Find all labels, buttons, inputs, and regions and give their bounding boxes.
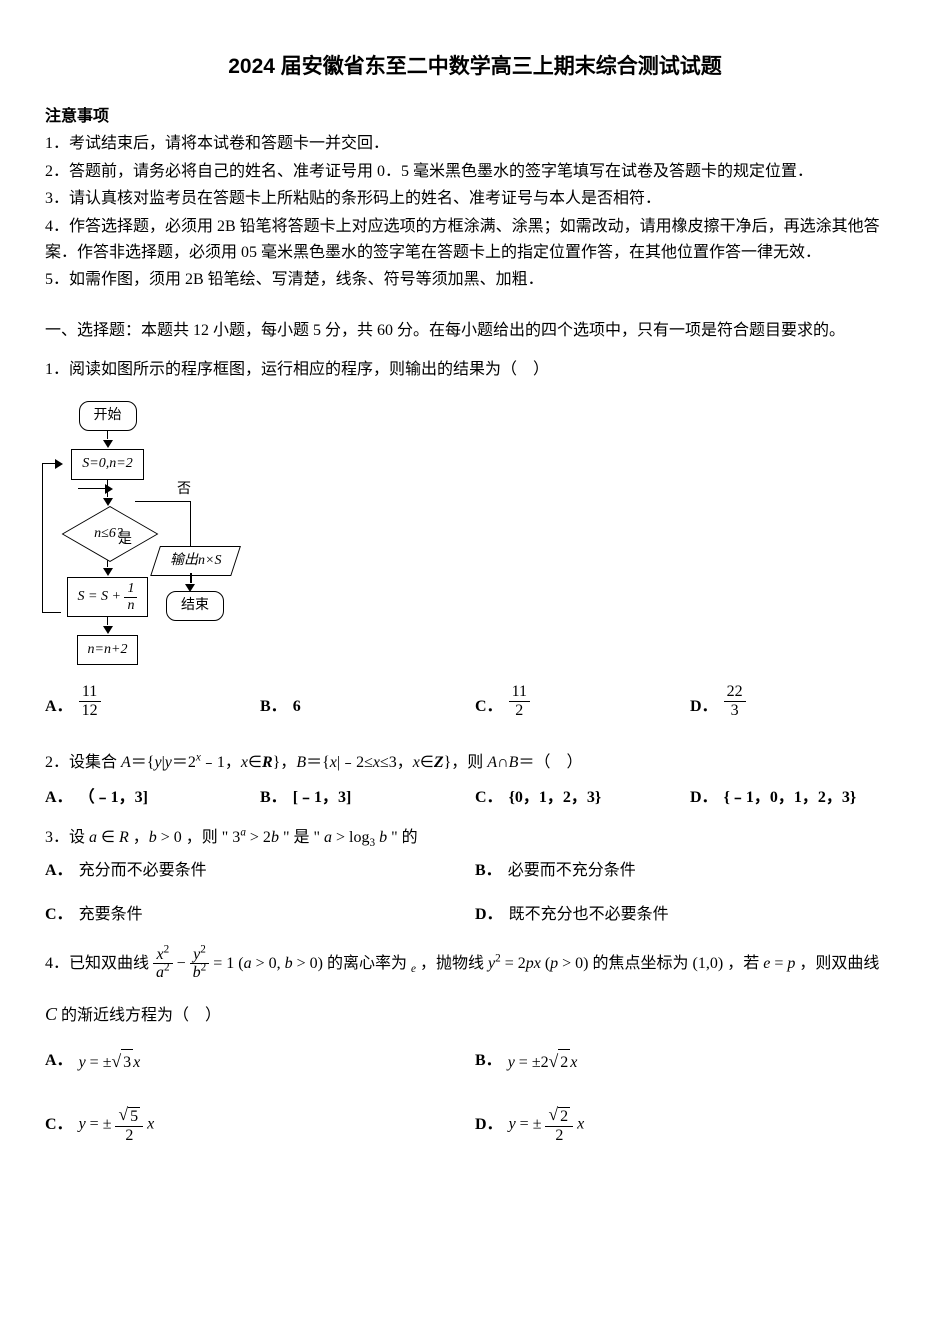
fc-body: S = S + 1n — [67, 577, 149, 617]
q2-option-c: C．{0，1，2，3} — [475, 785, 690, 811]
instruction-4: 4．作答选择题，必须用 2B 铅笔将答题卡上对应选项的方框涂满、涂黑；如需改动，… — [45, 214, 905, 265]
notice-heading: 注意事项 — [45, 104, 905, 130]
q4-option-a: A． y = ±√3x — [45, 1047, 475, 1076]
q4-option-d: D． y = ± √22 x — [475, 1105, 905, 1144]
q1-options: A． 1112 B． 6 C． 112 D． 223 — [45, 683, 905, 719]
instruction-1: 1．考试结束后，请将本试卷和答题卡一并交回． — [45, 131, 905, 157]
question-4-text: 4．已知双曲线 x2a2 − y2b2 = 1 (a > 0, b > 0) 的… — [45, 955, 879, 972]
q4-option-b: B． y = ±2√2x — [475, 1047, 905, 1076]
fc-output: 输出n×S — [155, 546, 236, 576]
fc-end: 结束 — [166, 591, 224, 621]
flowchart: 开始 S=0,n=2 n≤6? 是 S = S + 1n n=n+2 否 输出n… — [60, 401, 270, 665]
q3-options: A．充分而不必要条件 B．必要而不充分条件 C．充要条件 D．既不充分也不必要条… — [45, 858, 905, 945]
q2-options: A．（﹣1，3] B．[﹣1，3] C．{0，1，2，3} D．{﹣1，0，1，… — [45, 785, 905, 811]
q2-option-b: B．[﹣1，3] — [260, 785, 475, 811]
q4-options: A． y = ±√3x B． y = ±2√2x C． y = ± √52 x … — [45, 1047, 905, 1163]
fc-init: S=0,n=2 — [71, 449, 143, 479]
question-1-text: 1．阅读如图所示的程序框图，运行相应的程序，则输出的结果为（ ） — [45, 357, 905, 383]
instruction-3: 3．请认真核对监考员在答题卡上所粘贴的条形码上的姓名、准考证号与本人是否相符． — [45, 186, 905, 212]
question-2-text: 2．设集合 A＝{y|y＝2x﹣1，x∈R}，B＝{x|﹣2≤x≤3，x∈Z}，… — [45, 750, 905, 776]
q3-option-b: B．必要而不充分条件 — [475, 858, 905, 884]
q1-option-b: B． 6 — [260, 694, 475, 720]
page-title: 2024 届安徽省东至二中数学高三上期末综合测试试题 — [45, 50, 905, 84]
q2-option-d: D．{﹣1，0，1，2，3} — [690, 785, 905, 811]
q3-option-c: C．充要条件 — [45, 902, 475, 928]
instruction-5: 5．如需作图，须用 2B 铅笔绘、写清楚，线条、符号等须加黑、加粗． — [45, 267, 905, 293]
instruction-2: 2．答题前，请务必将自己的姓名、准考证号用 0．5 毫米黑色墨水的签字笔填写在试… — [45, 159, 905, 185]
q4-option-c: C． y = ± √52 x — [45, 1105, 475, 1144]
question-4-line2: C 的渐近线方程为（ ） — [45, 1000, 905, 1029]
q1-option-d: D． 223 — [690, 683, 905, 719]
q3-option-a: A．充分而不必要条件 — [45, 858, 475, 884]
fc-loop-line — [42, 463, 61, 613]
question-3-text: 3．设 a ∈ R ，b > 0 ，则 " 3a > 2b " 是 " a > … — [45, 825, 905, 851]
q1-option-c: C． 112 — [475, 683, 690, 719]
q2-option-a: A．（﹣1，3] — [45, 785, 260, 811]
fc-condition: n≤6? — [73, 515, 143, 551]
q1-option-a: A． 1112 — [45, 683, 260, 719]
q3-option-d: D．既不充分也不必要条件 — [475, 902, 905, 928]
section-1-title: 一、选择题：本题共 12 小题，每小题 5 分，共 60 分。在每小题给出的四个… — [45, 318, 905, 344]
fc-start: 开始 — [79, 401, 137, 431]
fc-increment: n=n+2 — [77, 635, 139, 665]
